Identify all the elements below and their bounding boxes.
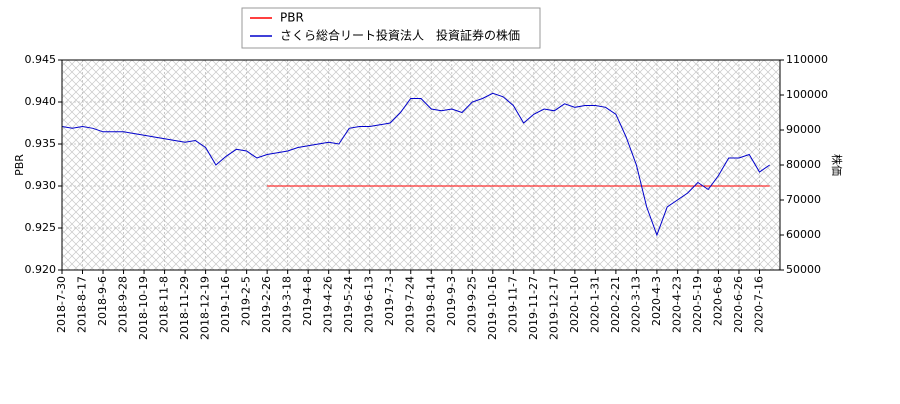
y-tick-label: 0.935 (25, 137, 57, 150)
x-tick-label: 2020-4-3 (650, 276, 663, 326)
x-tick-label: 2019-7-3 (383, 276, 396, 326)
x-tick-label: 2018-7-30 (55, 276, 68, 333)
x-tick-label: 2020-3-13 (629, 276, 642, 333)
x-tick-label: 2019-2-26 (260, 276, 273, 333)
y-tick-label: 0.930 (25, 179, 57, 192)
x-tick-label: 2018-9-6 (96, 276, 109, 326)
y2-tick-label: 70000 (786, 193, 821, 206)
x-tick-label: 2019-5-24 (342, 276, 355, 333)
x-tick-label: 2020-6-8 (711, 276, 724, 326)
x-tick-label: 2018-11-8 (158, 276, 171, 333)
legend-label: さくら総合リート投資法人 投資証券の株価 (280, 28, 520, 43)
y-tick-label: 0.920 (25, 263, 57, 276)
y-tick-label: 0.945 (25, 53, 57, 66)
y2-tick-label: 80000 (786, 158, 821, 171)
x-tick-label: 2020-6-26 (732, 276, 745, 333)
x-tick-label: 2018-11-29 (178, 276, 191, 340)
x-tick-label: 2018-8-17 (76, 276, 89, 333)
x-tick-label: 2019-9-3 (445, 276, 458, 326)
x-tick-label: 2019-11-7 (506, 276, 519, 333)
x-tick-label: 2020-7-16 (752, 276, 765, 333)
series-line (61, 92, 770, 237)
y2-tick-label: 90000 (786, 123, 821, 136)
y2-tick-label: 50000 (786, 263, 821, 276)
y2-axis-label: 株価 (830, 154, 844, 176)
x-tick-label: 2019-7-24 (404, 276, 417, 333)
x-tick-label: 2019-4-8 (301, 276, 314, 326)
x-tick-label: 2020-5-19 (691, 276, 704, 333)
x-tick-label: 2019-4-26 (322, 276, 335, 333)
x-tick-label: 2018-12-19 (199, 276, 212, 340)
legend-box (241, 7, 541, 49)
x-tick-label: 2019-10-16 (486, 276, 499, 340)
y-tick-label: 0.940 (25, 95, 57, 108)
x-tick-label: 2019-6-13 (363, 276, 376, 333)
x-tick-label: 2019-3-18 (281, 276, 294, 333)
x-tick-label: 2019-8-14 (424, 276, 437, 333)
legend-label: PBR (280, 11, 304, 25)
x-tick-label: 2019-12-17 (547, 276, 560, 340)
y2-tick-label: 110000 (786, 53, 828, 66)
x-tick-label: 2019-1-16 (219, 276, 232, 333)
y2-tick-label: 100000 (786, 88, 828, 101)
x-tick-label: 2020-4-23 (670, 276, 683, 333)
legend (241, 7, 541, 49)
x-tick-label: 2019-2-5 (240, 276, 253, 326)
y-tick-label: 0.925 (25, 221, 57, 234)
x-tick-label: 2020-2-21 (609, 276, 622, 333)
x-tick-label: 2020-1-31 (588, 276, 601, 333)
y-axis-label: PBR (13, 154, 26, 176)
x-tick-label: 2020-1-10 (568, 276, 581, 333)
x-tick-label: 2018-10-19 (137, 276, 150, 340)
plot-background (62, 60, 780, 270)
y2-tick-label: 60000 (786, 228, 821, 241)
x-tick-label: 2019-9-25 (465, 276, 478, 333)
x-tick-label: 2019-11-27 (527, 276, 540, 340)
x-tick-label: 2018-9-28 (117, 276, 130, 333)
